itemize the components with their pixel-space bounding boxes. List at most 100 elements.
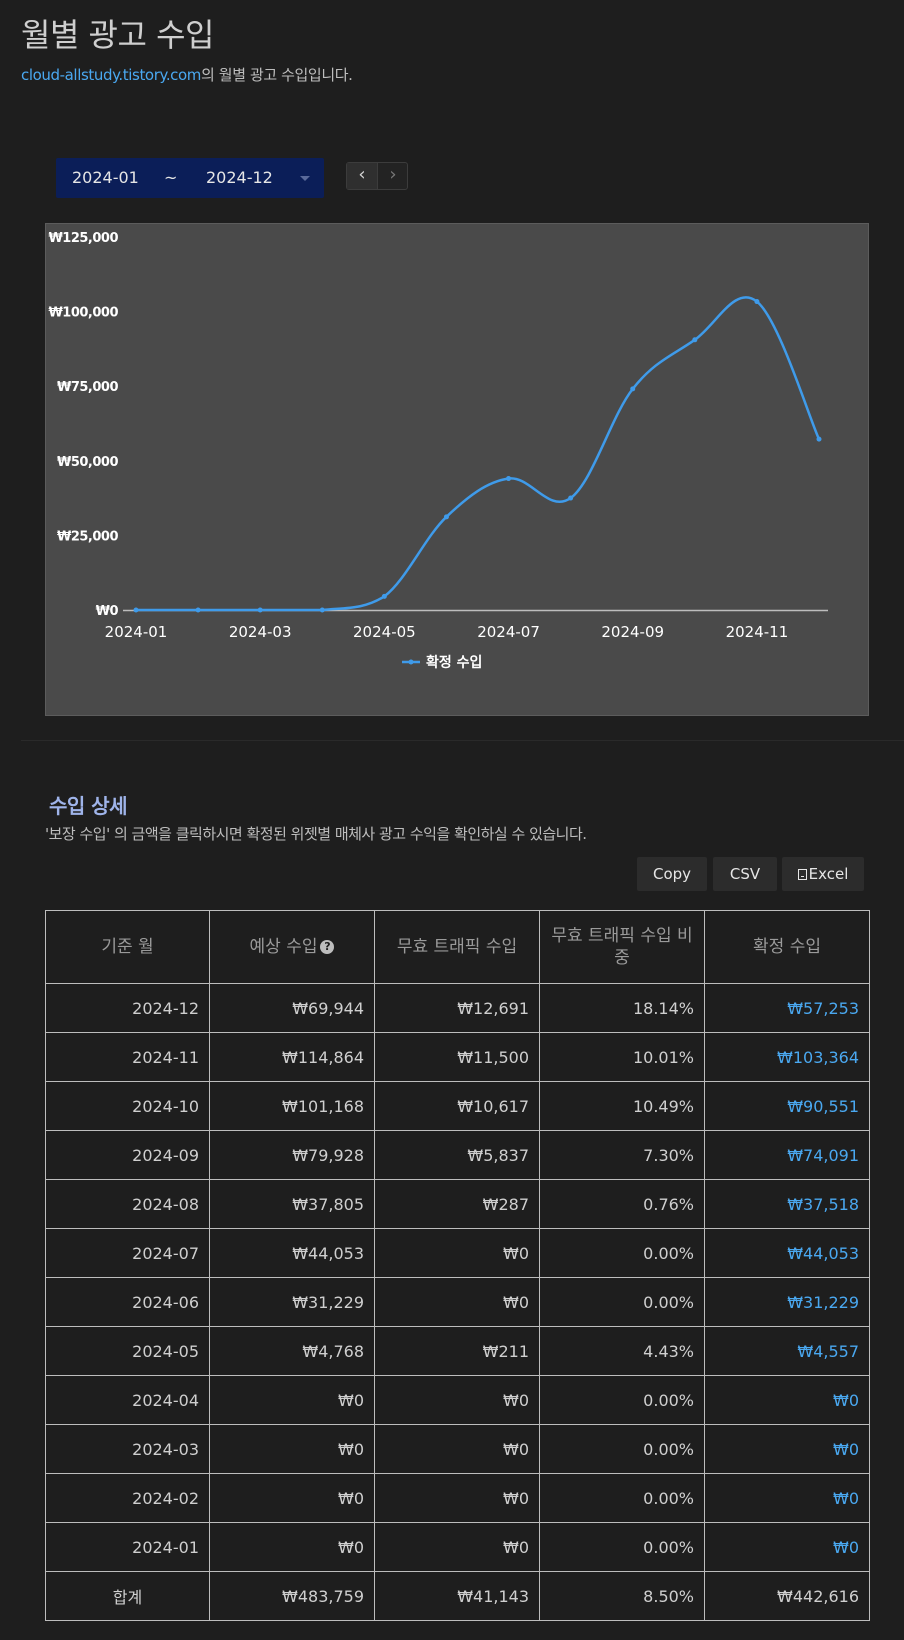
table-total-row: 합계 ₩483,759 ₩41,143 8.50% ₩442,616 xyxy=(45,1571,870,1621)
cell-confirmed[interactable]: ₩0 xyxy=(704,1522,870,1572)
cell-ratio: 7.30% xyxy=(539,1130,705,1180)
cell-confirmed[interactable]: ₩57,253 xyxy=(704,983,870,1033)
x-tick-label: 2024-07 xyxy=(477,623,540,641)
details-description: '보장 수입' 의 금액을 클릭하시면 확정된 위젯별 매체사 광고 수익을 확… xyxy=(45,825,587,843)
cell-confirmed[interactable]: ₩37,518 xyxy=(704,1179,870,1229)
section-divider xyxy=(21,740,904,741)
table-row: 2024-09 ₩79,928 ₩5,837 7.30% ₩74,091 xyxy=(45,1130,870,1180)
cell-ratio: 18.14% xyxy=(539,983,705,1033)
cell-invalid: ₩0 xyxy=(374,1473,540,1523)
cell-ratio: 4.43% xyxy=(539,1326,705,1376)
data-point[interactable] xyxy=(257,607,263,613)
cell-confirmed[interactable]: ₩0 xyxy=(704,1424,870,1474)
copy-button[interactable]: Copy xyxy=(637,857,707,891)
cell-month: 2024-12 xyxy=(45,983,210,1033)
cell-confirmed[interactable]: ₩90,551 xyxy=(704,1081,870,1131)
cell-ratio: 0.00% xyxy=(539,1473,705,1523)
y-tick-label: ₩75,000 xyxy=(57,380,118,395)
date-range-picker[interactable]: 2024-01 ~ 2024-12 xyxy=(56,158,324,198)
col-invalid: 무효 트래픽 수입 xyxy=(374,910,540,984)
col-confirmed: 확정 수입 xyxy=(704,910,870,984)
question-circle-icon[interactable]: ? xyxy=(320,940,335,954)
cell-confirmed[interactable]: ₩74,091 xyxy=(704,1130,870,1180)
data-point[interactable] xyxy=(568,495,574,501)
cell-invalid: ₩0 xyxy=(374,1522,540,1572)
data-point[interactable] xyxy=(443,514,449,520)
cell-invalid: ₩11,500 xyxy=(374,1032,540,1082)
cell-invalid: ₩5,837 xyxy=(374,1130,540,1180)
cell-month: 2024-03 xyxy=(45,1424,210,1474)
table-row: 2024-11 ₩114,864 ₩11,500 10.01% ₩103,364 xyxy=(45,1032,870,1082)
cell-confirmed[interactable]: ₩44,053 xyxy=(704,1228,870,1278)
table-row: 2024-04 ₩0 ₩0 0.00% ₩0 xyxy=(45,1375,870,1425)
cell-expected: ₩0 xyxy=(209,1375,375,1425)
page-title: 월별 광고 수입 xyxy=(21,16,214,54)
excel-button[interactable]: Excel xyxy=(782,857,864,891)
cell-month: 2024-04 xyxy=(45,1375,210,1425)
col-expected: 예상 수입? xyxy=(209,910,375,984)
data-point[interactable] xyxy=(506,476,512,482)
legend-label[interactable]: 확정 수입 xyxy=(426,654,482,671)
cell-expected: ₩0 xyxy=(209,1424,375,1474)
details-title: 수입 상세 xyxy=(49,794,128,818)
cell-expected: ₩0 xyxy=(209,1473,375,1523)
cell-expected: ₩114,864 xyxy=(209,1032,375,1082)
data-point[interactable] xyxy=(692,337,698,343)
cell-confirmed[interactable]: ₩0 xyxy=(704,1473,870,1523)
cell-confirmed[interactable]: ₩4,557 xyxy=(704,1326,870,1376)
table-row: 2024-03 ₩0 ₩0 0.00% ₩0 xyxy=(45,1424,870,1474)
data-point[interactable] xyxy=(816,436,822,442)
total-label: 합계 xyxy=(45,1571,210,1621)
table-row: 2024-02 ₩0 ₩0 0.00% ₩0 xyxy=(45,1473,870,1523)
revenue-chart-svg: ₩0 ₩25,000 ₩50,000 ₩75,000 ₩100,000 ₩125,000 2… xyxy=(48,231,828,671)
prev-period-button[interactable]: ‹ xyxy=(347,163,378,189)
total-invalid: ₩41,143 xyxy=(374,1571,540,1621)
data-point[interactable] xyxy=(754,299,760,305)
col-month: 기준 월 xyxy=(45,910,210,984)
cell-ratio: 0.76% xyxy=(539,1179,705,1229)
range-from[interactable]: 2024-01 xyxy=(72,168,139,187)
cell-expected: ₩101,168 xyxy=(209,1081,375,1131)
range-to[interactable]: 2024-12 xyxy=(206,168,273,187)
cell-confirmed[interactable]: ₩31,229 xyxy=(704,1277,870,1327)
data-point[interactable] xyxy=(133,607,139,613)
excel-label: Excel xyxy=(808,865,849,883)
cell-confirmed[interactable]: ₩0 xyxy=(704,1375,870,1425)
cell-ratio: 0.00% xyxy=(539,1375,705,1425)
total-confirmed: ₩442,616 xyxy=(704,1571,870,1621)
cell-invalid: ₩0 xyxy=(374,1375,540,1425)
cell-invalid: ₩287 xyxy=(374,1179,540,1229)
chevron-right-icon: › xyxy=(389,164,397,185)
subtitle-suffix: 의 월별 광고 수입입니다. xyxy=(201,66,353,84)
data-point[interactable] xyxy=(319,607,325,613)
site-link[interactable]: cloud-allstudy.tistory.com xyxy=(21,66,202,84)
page-subtitle: cloud-allstudy.tistory.com의 월별 광고 수입입니다. xyxy=(21,64,353,85)
cell-expected: ₩44,053 xyxy=(209,1228,375,1278)
cell-invalid: ₩211 xyxy=(374,1326,540,1376)
legend-marker xyxy=(408,659,414,665)
cell-month: 2024-05 xyxy=(45,1326,210,1376)
cell-month: 2024-10 xyxy=(45,1081,210,1131)
col-expected-label: 예상 수입 xyxy=(249,937,318,957)
data-point[interactable] xyxy=(195,607,201,613)
data-point[interactable] xyxy=(381,593,387,599)
table-row: 2024-01 ₩0 ₩0 0.00% ₩0 xyxy=(45,1522,870,1572)
x-tick-label: 2024-03 xyxy=(229,623,292,641)
cell-month: 2024-08 xyxy=(45,1179,210,1229)
data-point[interactable] xyxy=(630,386,636,392)
table-header-row: 기준 월 예상 수입? 무효 트래픽 수입 무효 트래픽 수입 비중 확정 수입 xyxy=(45,910,870,984)
x-tick-label: 2024-05 xyxy=(353,623,416,641)
chevron-down-icon[interactable] xyxy=(300,176,310,181)
cell-ratio: 0.00% xyxy=(539,1277,705,1327)
cell-month: 2024-09 xyxy=(45,1130,210,1180)
cell-month: 2024-02 xyxy=(45,1473,210,1523)
cell-confirmed[interactable]: ₩103,364 xyxy=(704,1032,870,1082)
y-tick-label: ₩100,000 xyxy=(48,306,118,321)
next-period-button[interactable]: › xyxy=(378,163,408,189)
csv-button[interactable]: CSV xyxy=(713,857,777,891)
y-tick-label: ₩0 xyxy=(96,604,119,619)
period-nav: ‹ › xyxy=(346,162,408,190)
y-tick-label: ₩125,000 xyxy=(48,231,118,246)
cell-invalid: ₩0 xyxy=(374,1277,540,1327)
cell-ratio: 0.00% xyxy=(539,1522,705,1572)
